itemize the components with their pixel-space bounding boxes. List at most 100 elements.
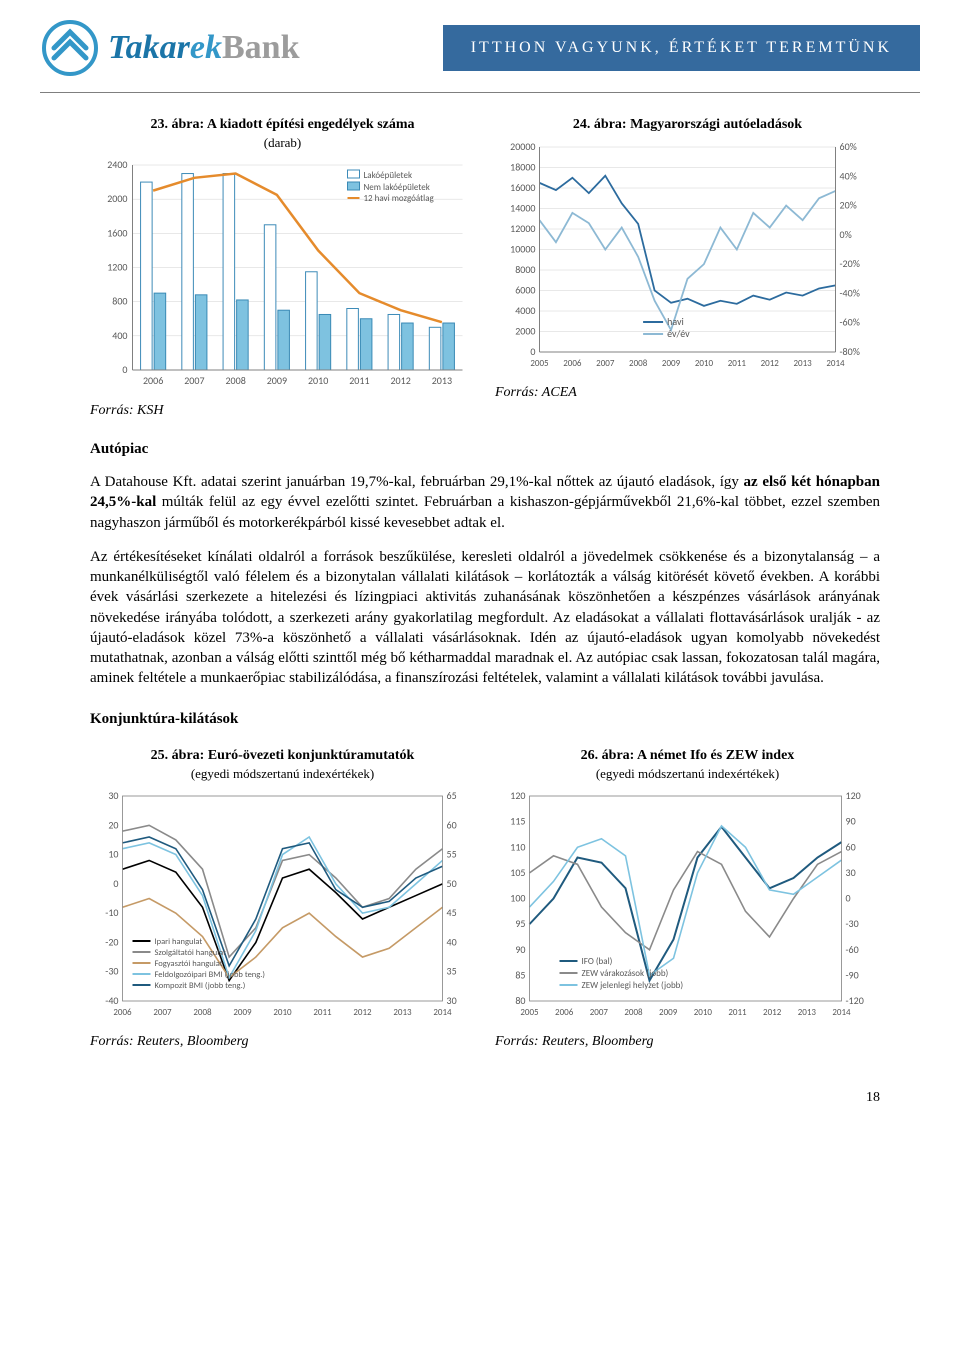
svg-text:35: 35 xyxy=(447,964,457,977)
svg-text:85: 85 xyxy=(515,968,525,981)
autopiac-heading: Autópiac xyxy=(90,441,880,458)
svg-text:14000: 14000 xyxy=(510,202,535,215)
svg-text:0: 0 xyxy=(113,876,118,889)
svg-text:év/év: év/év xyxy=(667,327,690,340)
chart24: 0200040006000800010000120001400016000180… xyxy=(495,137,880,377)
svg-text:2008: 2008 xyxy=(225,374,245,387)
svg-text:55: 55 xyxy=(447,847,457,860)
svg-text:50: 50 xyxy=(447,876,457,889)
svg-text:20%: 20% xyxy=(840,199,857,212)
svg-text:2006: 2006 xyxy=(563,358,582,369)
svg-text:800: 800 xyxy=(112,295,127,308)
svg-text:-40%: -40% xyxy=(840,286,860,299)
chart-row-top: 23. ábra: A kiadott építési engedélyek s… xyxy=(90,117,880,419)
svg-text:2013: 2013 xyxy=(798,1007,817,1018)
chart23-source: Forrás: KSH xyxy=(90,403,475,419)
svg-text:2011: 2011 xyxy=(728,1007,747,1018)
svg-text:-40: -40 xyxy=(105,994,118,1007)
page-content: 23. ábra: A kiadott építési engedélyek s… xyxy=(0,117,960,1090)
svg-text:ZEW jelenlegi helyzet (jobb): ZEW jelenlegi helyzet (jobb) xyxy=(582,980,684,991)
svg-text:2005: 2005 xyxy=(530,358,549,369)
svg-text:2014: 2014 xyxy=(832,1007,851,1018)
svg-text:IFO (bal): IFO (bal) xyxy=(582,956,613,967)
svg-text:2014: 2014 xyxy=(433,1007,452,1018)
chart26-title: 26. ábra: A német Ifo és ZEW index xyxy=(495,748,880,764)
svg-text:-30: -30 xyxy=(846,917,859,930)
svg-text:16000: 16000 xyxy=(510,181,535,194)
svg-text:2010: 2010 xyxy=(695,358,714,369)
autopiac-para2: Az értékesítéseket kínálati oldalról a f… xyxy=(90,547,880,689)
svg-text:80: 80 xyxy=(515,994,525,1007)
svg-text:65: 65 xyxy=(447,789,457,802)
svg-text:2010: 2010 xyxy=(694,1007,713,1018)
svg-text:-60: -60 xyxy=(846,942,859,955)
svg-text:2005: 2005 xyxy=(520,1007,539,1018)
svg-text:20000: 20000 xyxy=(510,140,535,153)
svg-text:2008: 2008 xyxy=(624,1007,643,1018)
logo-suffix: Bank xyxy=(222,29,300,66)
chart24-title: 24. ábra: Magyarországi autóeladások xyxy=(495,117,880,133)
chart25: -40-30-20-100102030303540455055606520062… xyxy=(90,786,475,1026)
chart25-subtitle: (egyedi módszertanú indexértékek) xyxy=(90,766,475,782)
svg-text:1600: 1600 xyxy=(107,226,127,239)
svg-text:110: 110 xyxy=(510,840,525,853)
chart25-col: 25. ábra: Euró-övezeti konjunktúramutató… xyxy=(90,748,475,1050)
svg-text:2010: 2010 xyxy=(273,1007,292,1018)
logo: TakarekBank xyxy=(40,18,299,78)
svg-text:95: 95 xyxy=(515,917,525,930)
page-header: TakarekBank ITTHON VAGYUNK, ÉRTÉKET TERE… xyxy=(0,0,960,80)
svg-text:12000: 12000 xyxy=(510,222,535,235)
svg-text:2013: 2013 xyxy=(432,374,452,387)
svg-text:Kompozit BMI (jobb teng.): Kompozit BMI (jobb teng.) xyxy=(155,981,246,991)
svg-text:2012: 2012 xyxy=(353,1007,372,1018)
svg-text:30: 30 xyxy=(447,994,457,1007)
svg-text:1200: 1200 xyxy=(107,261,127,274)
svg-text:-30: -30 xyxy=(105,964,118,977)
svg-text:2011: 2011 xyxy=(313,1007,332,1018)
chart24-col: 24. ábra: Magyarországi autóeladások 020… xyxy=(495,117,880,419)
chart26: 80859095100105110115120-120-90-60-300306… xyxy=(495,786,880,1026)
logo-icon xyxy=(40,18,100,78)
chart23-subtitle: (darab) xyxy=(90,135,475,151)
svg-text:2007: 2007 xyxy=(590,1007,609,1018)
svg-text:-10: -10 xyxy=(105,906,118,919)
svg-text:2007: 2007 xyxy=(184,374,204,387)
svg-text:120: 120 xyxy=(846,789,861,802)
svg-text:20: 20 xyxy=(108,818,118,831)
svg-text:2013: 2013 xyxy=(793,358,812,369)
svg-text:2010: 2010 xyxy=(308,374,328,387)
svg-text:2011: 2011 xyxy=(728,358,747,369)
logo-main-1: Takar xyxy=(108,29,190,66)
svg-text:4000: 4000 xyxy=(515,304,535,317)
tagline: ITTHON VAGYUNK, ÉRTÉKET TEREMTÜNK xyxy=(443,25,920,71)
svg-text:2007: 2007 xyxy=(153,1007,172,1018)
svg-text:Feldolgozóipari BMI (jobb teng: Feldolgozóipari BMI (jobb teng.) xyxy=(155,970,266,980)
autopiac-para1: A Datahouse Kft. adatai szerint januárba… xyxy=(90,472,880,533)
svg-text:90: 90 xyxy=(515,942,525,955)
svg-text:0: 0 xyxy=(530,345,535,358)
svg-text:0%: 0% xyxy=(840,228,852,241)
svg-text:2006: 2006 xyxy=(113,1007,132,1018)
svg-text:2011: 2011 xyxy=(349,374,369,387)
svg-text:2009: 2009 xyxy=(267,374,287,387)
svg-text:Fogyasztói hangulat: Fogyasztói hangulat xyxy=(155,959,223,969)
svg-text:45: 45 xyxy=(447,906,457,919)
svg-text:10000: 10000 xyxy=(510,243,535,256)
svg-text:400: 400 xyxy=(112,329,127,342)
svg-text:40: 40 xyxy=(447,935,457,948)
svg-text:2400: 2400 xyxy=(107,158,127,171)
svg-text:30: 30 xyxy=(108,789,118,802)
svg-text:2008: 2008 xyxy=(193,1007,212,1018)
svg-text:2012: 2012 xyxy=(761,358,780,369)
svg-text:-80%: -80% xyxy=(840,345,860,358)
svg-text:2000: 2000 xyxy=(515,325,535,338)
svg-text:2014: 2014 xyxy=(826,358,845,369)
svg-text:6000: 6000 xyxy=(515,284,535,297)
svg-text:2009: 2009 xyxy=(233,1007,252,1018)
svg-text:30: 30 xyxy=(846,865,856,878)
svg-text:100: 100 xyxy=(510,891,525,904)
chart26-col: 26. ábra: A német Ifo és ZEW index (egye… xyxy=(495,748,880,1050)
svg-text:2007: 2007 xyxy=(596,358,615,369)
svg-text:2012: 2012 xyxy=(763,1007,782,1018)
svg-text:12 havi mozgóátlag: 12 havi mozgóátlag xyxy=(364,193,435,204)
